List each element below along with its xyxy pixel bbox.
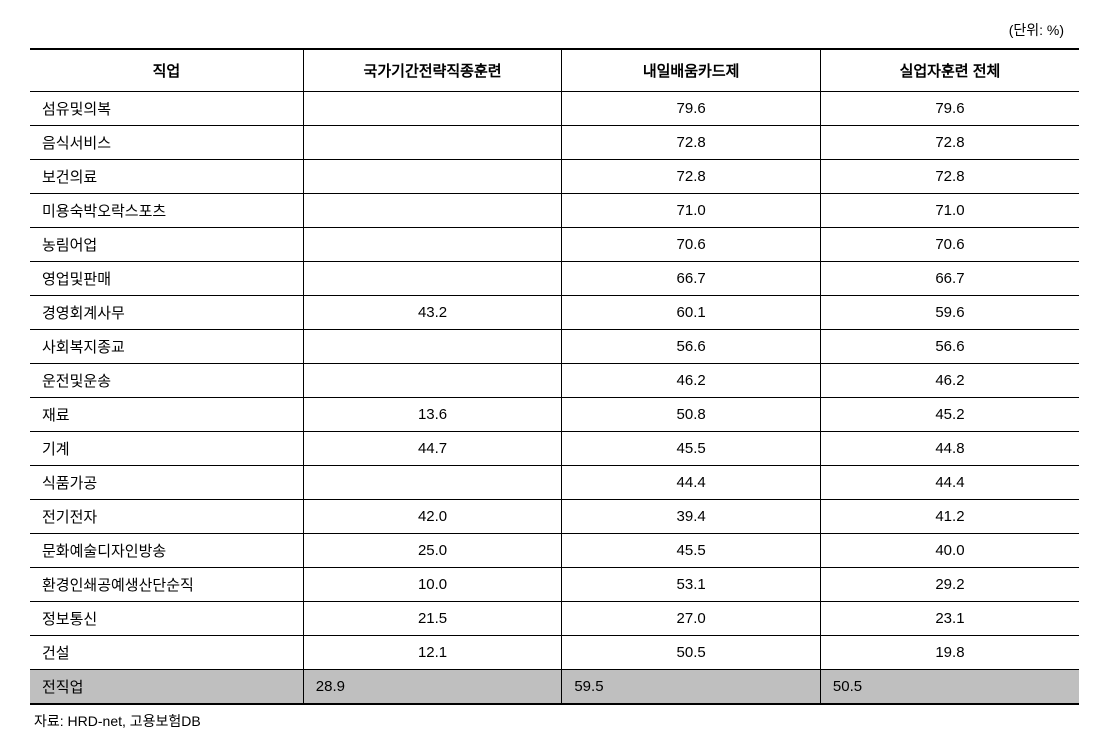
- cell-unemployed: 45.2: [820, 398, 1079, 432]
- cell-tomorrow: 72.8: [562, 126, 821, 160]
- cell-tomorrow: 60.1: [562, 296, 821, 330]
- cell-national: 12.1: [303, 636, 562, 670]
- cell-tomorrow: 39.4: [562, 500, 821, 534]
- cell-tomorrow: 45.5: [562, 534, 821, 568]
- cell-national: [303, 364, 562, 398]
- cell-unemployed: 44.8: [820, 432, 1079, 466]
- cell-job: 영업및판매: [30, 262, 303, 296]
- cell-job: 환경인쇄공예생산단순직: [30, 568, 303, 602]
- cell-tomorrow: 79.6: [562, 92, 821, 126]
- cell-job: 농림어업: [30, 228, 303, 262]
- table-row: 영업및판매 66.766.7: [30, 262, 1079, 296]
- table-row: 전기전자42.039.441.2: [30, 500, 1079, 534]
- cell-unemployed: 70.6: [820, 228, 1079, 262]
- cell-tomorrow: 70.6: [562, 228, 821, 262]
- cell-job: 식품가공: [30, 466, 303, 500]
- cell-unemployed: 41.2: [820, 500, 1079, 534]
- cell-unemployed: 46.2: [820, 364, 1079, 398]
- cell-unemployed: 71.0: [820, 194, 1079, 228]
- table-row: 건설12.150.519.8: [30, 636, 1079, 670]
- header-job: 직업: [30, 49, 303, 92]
- cell-job: 기계: [30, 432, 303, 466]
- cell-job: 운전및운송: [30, 364, 303, 398]
- table-row: 미용숙박오락스포츠 71.071.0: [30, 194, 1079, 228]
- header-unemployed: 실업자훈련 전체: [820, 49, 1079, 92]
- header-tomorrow: 내일배움카드제: [562, 49, 821, 92]
- unit-label: (단위: %): [30, 20, 1079, 40]
- table-row: 기계44.745.544.8: [30, 432, 1079, 466]
- cell-job: 전기전자: [30, 500, 303, 534]
- cell-tomorrow: 45.5: [562, 432, 821, 466]
- cell-unemployed: 40.0: [820, 534, 1079, 568]
- cell-national: [303, 330, 562, 364]
- cell-job: 건설: [30, 636, 303, 670]
- table-row: 농림어업 70.670.6: [30, 228, 1079, 262]
- cell-national: 25.0: [303, 534, 562, 568]
- table-row: 식품가공 44.444.4: [30, 466, 1079, 500]
- cell-tomorrow: 46.2: [562, 364, 821, 398]
- cell-job: 미용숙박오락스포츠: [30, 194, 303, 228]
- cell-job: 전직업: [30, 670, 303, 705]
- cell-unemployed: 66.7: [820, 262, 1079, 296]
- cell-job: 문화예술디자인방송: [30, 534, 303, 568]
- cell-tomorrow: 44.4: [562, 466, 821, 500]
- source-label: 자료: HRD-net, 고용보험DB: [30, 711, 1079, 731]
- cell-tomorrow: 53.1: [562, 568, 821, 602]
- cell-national: [303, 262, 562, 296]
- table-row: 정보통신21.527.023.1: [30, 602, 1079, 636]
- cell-unemployed: 59.6: [820, 296, 1079, 330]
- cell-national: [303, 92, 562, 126]
- cell-tomorrow: 66.7: [562, 262, 821, 296]
- cell-tomorrow: 71.0: [562, 194, 821, 228]
- table-row: 섬유및의복 79.679.6: [30, 92, 1079, 126]
- cell-job: 음식서비스: [30, 126, 303, 160]
- cell-national: [303, 466, 562, 500]
- data-table: 직업 국가기간전략직종훈련 내일배움카드제 실업자훈련 전체 섬유및의복 79.6…: [30, 48, 1079, 705]
- cell-job: 섬유및의복: [30, 92, 303, 126]
- cell-tomorrow: 27.0: [562, 602, 821, 636]
- table-row: 보건의료 72.872.8: [30, 160, 1079, 194]
- cell-unemployed: 72.8: [820, 126, 1079, 160]
- cell-national: 10.0: [303, 568, 562, 602]
- cell-national: [303, 126, 562, 160]
- cell-unemployed: 79.6: [820, 92, 1079, 126]
- table-row: 환경인쇄공예생산단순직10.053.129.2: [30, 568, 1079, 602]
- cell-job: 사회복지종교: [30, 330, 303, 364]
- cell-tomorrow: 50.5: [562, 636, 821, 670]
- table-row: 재료13.650.845.2: [30, 398, 1079, 432]
- cell-national: 44.7: [303, 432, 562, 466]
- table-row: 운전및운송 46.246.2: [30, 364, 1079, 398]
- cell-job: 보건의료: [30, 160, 303, 194]
- cell-national: 13.6: [303, 398, 562, 432]
- table-row: 사회복지종교 56.656.6: [30, 330, 1079, 364]
- cell-national: [303, 194, 562, 228]
- cell-tomorrow: 56.6: [562, 330, 821, 364]
- cell-tomorrow: 72.8: [562, 160, 821, 194]
- cell-unemployed: 44.4: [820, 466, 1079, 500]
- table-total-row: 전직업28.959.550.5: [30, 670, 1079, 705]
- cell-tomorrow: 59.5: [562, 670, 821, 705]
- cell-job: 재료: [30, 398, 303, 432]
- cell-national: [303, 160, 562, 194]
- cell-unemployed: 56.6: [820, 330, 1079, 364]
- table-row: 문화예술디자인방송25.045.540.0: [30, 534, 1079, 568]
- cell-national: 43.2: [303, 296, 562, 330]
- cell-unemployed: 23.1: [820, 602, 1079, 636]
- cell-unemployed: 29.2: [820, 568, 1079, 602]
- cell-national: 42.0: [303, 500, 562, 534]
- cell-national: 21.5: [303, 602, 562, 636]
- cell-unemployed: 50.5: [820, 670, 1079, 705]
- cell-national: 28.9: [303, 670, 562, 705]
- header-national: 국가기간전략직종훈련: [303, 49, 562, 92]
- cell-tomorrow: 50.8: [562, 398, 821, 432]
- cell-unemployed: 19.8: [820, 636, 1079, 670]
- table-row: 경영회계사무43.260.159.6: [30, 296, 1079, 330]
- cell-national: [303, 228, 562, 262]
- table-body: 섬유및의복79.679.6음식서비스72.872.8보건의료72.872.8미용…: [30, 92, 1079, 705]
- table-header-row: 직업 국가기간전략직종훈련 내일배움카드제 실업자훈련 전체: [30, 49, 1079, 92]
- cell-unemployed: 72.8: [820, 160, 1079, 194]
- table-row: 음식서비스 72.872.8: [30, 126, 1079, 160]
- cell-job: 경영회계사무: [30, 296, 303, 330]
- cell-job: 정보통신: [30, 602, 303, 636]
